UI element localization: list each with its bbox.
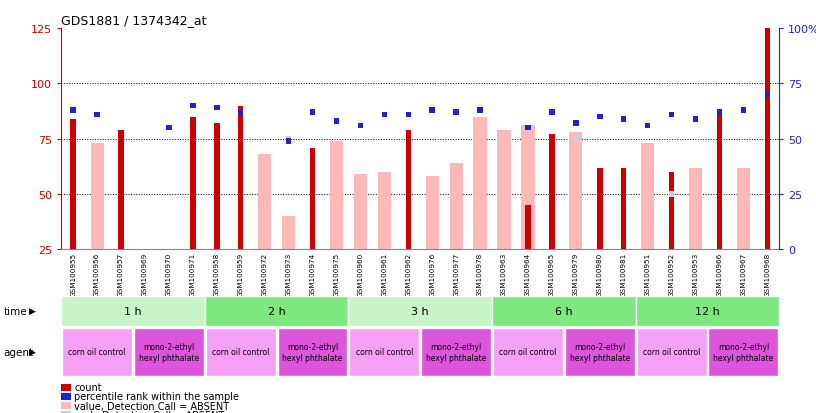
Text: corn oil control: corn oil control <box>212 348 269 356</box>
Bar <box>61 296 205 326</box>
Text: corn oil control: corn oil control <box>356 348 413 356</box>
Text: percentile rank within the sample: percentile rank within the sample <box>74 392 239 401</box>
Bar <box>286 139 291 145</box>
Bar <box>205 296 348 326</box>
Bar <box>669 112 674 118</box>
Bar <box>330 142 343 250</box>
Bar <box>349 328 419 376</box>
Bar <box>166 126 171 131</box>
Text: value, Detection Call = ABSENT: value, Detection Call = ABSENT <box>74 401 229 411</box>
Text: rank, Detection Call = ABSENT: rank, Detection Call = ABSENT <box>74 410 224 413</box>
Bar <box>382 112 387 118</box>
Bar <box>214 106 220 111</box>
Bar <box>621 168 627 250</box>
Bar <box>134 328 204 376</box>
Bar <box>689 168 702 250</box>
Bar <box>118 131 124 250</box>
Text: corn oil control: corn oil control <box>643 348 700 356</box>
Text: count: count <box>74 382 102 392</box>
Text: ▶: ▶ <box>29 306 36 316</box>
Bar <box>669 173 674 250</box>
Bar <box>492 296 636 326</box>
Bar <box>669 192 674 197</box>
Bar <box>549 110 555 116</box>
Bar <box>450 164 463 250</box>
Text: mono-2-ethyl
hexyl phthalate: mono-2-ethyl hexyl phthalate <box>570 342 630 362</box>
Bar <box>70 119 76 250</box>
Bar <box>334 119 339 124</box>
Text: 2 h: 2 h <box>268 306 286 316</box>
Text: 1 h: 1 h <box>124 306 142 316</box>
Bar <box>636 296 779 326</box>
Bar <box>190 117 196 250</box>
Bar <box>95 112 100 118</box>
Text: agent: agent <box>3 347 33 357</box>
Bar <box>277 328 348 376</box>
Text: GDS1881 / 1374342_at: GDS1881 / 1374342_at <box>61 14 206 27</box>
Bar <box>549 135 555 250</box>
Bar <box>521 126 534 250</box>
Bar <box>238 106 243 250</box>
Text: mono-2-ethyl
hexyl phthalate: mono-2-ethyl hexyl phthalate <box>139 342 199 362</box>
Text: ▶: ▶ <box>29 347 36 356</box>
Bar <box>378 173 391 250</box>
Bar <box>426 177 439 250</box>
Bar <box>310 148 315 250</box>
Bar <box>526 126 530 131</box>
Bar <box>429 108 435 114</box>
Bar <box>406 112 411 118</box>
Bar <box>493 328 563 376</box>
Bar <box>406 131 411 250</box>
Bar <box>473 117 486 250</box>
Text: corn oil control: corn oil control <box>69 348 126 356</box>
Bar <box>741 108 746 114</box>
Text: mono-2-ethyl
hexyl phthalate: mono-2-ethyl hexyl phthalate <box>713 342 774 362</box>
Bar <box>573 121 579 127</box>
Bar <box>214 124 220 250</box>
Bar <box>70 108 76 114</box>
Bar <box>190 104 196 109</box>
Bar <box>641 144 654 250</box>
Bar <box>621 117 627 122</box>
Bar <box>477 108 483 114</box>
Text: corn oil control: corn oil control <box>499 348 557 356</box>
Bar <box>765 29 770 250</box>
Bar <box>573 137 579 142</box>
Bar <box>238 110 243 116</box>
Bar <box>693 117 698 122</box>
Bar <box>737 168 750 250</box>
Bar <box>716 115 722 250</box>
Bar <box>206 328 276 376</box>
Bar <box>716 110 722 116</box>
Bar <box>421 328 491 376</box>
Bar <box>597 168 602 250</box>
Bar <box>286 137 291 142</box>
Bar <box>645 123 650 129</box>
Text: mono-2-ethyl
hexyl phthalate: mono-2-ethyl hexyl phthalate <box>426 342 486 362</box>
Bar <box>498 131 511 250</box>
Text: 3 h: 3 h <box>411 306 429 316</box>
Bar <box>310 110 315 116</box>
Bar <box>597 114 602 120</box>
Bar <box>348 296 492 326</box>
Bar <box>526 206 530 250</box>
Bar <box>636 328 707 376</box>
Bar <box>62 328 132 376</box>
Bar <box>282 217 295 250</box>
Text: mono-2-ethyl
hexyl phthalate: mono-2-ethyl hexyl phthalate <box>282 342 343 362</box>
Bar <box>454 110 459 116</box>
Text: 12 h: 12 h <box>695 306 720 316</box>
Bar <box>258 155 271 250</box>
Bar <box>708 328 778 376</box>
Bar <box>334 119 339 124</box>
Bar <box>354 175 367 250</box>
Bar <box>765 93 770 98</box>
Bar <box>570 133 583 250</box>
Text: time: time <box>3 306 27 316</box>
Text: 6 h: 6 h <box>555 306 573 316</box>
Bar <box>357 123 363 129</box>
Bar <box>565 328 635 376</box>
Bar <box>91 144 104 250</box>
